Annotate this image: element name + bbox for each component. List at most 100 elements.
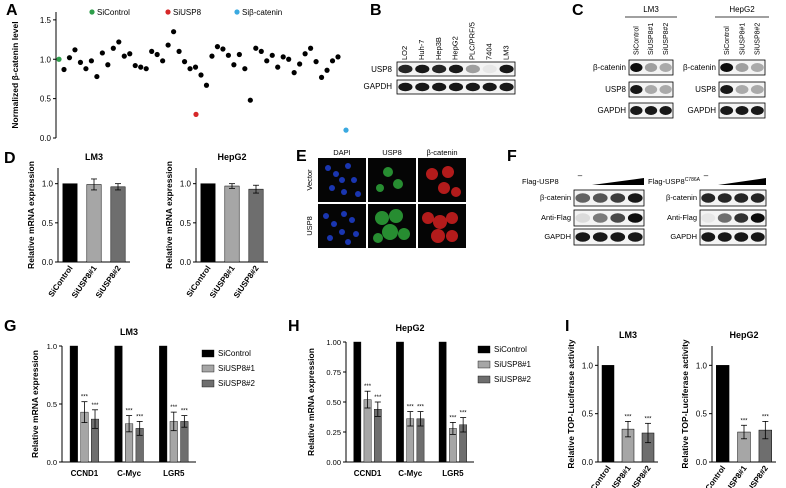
a-legend-label: Siβ-catenin [242, 8, 282, 17]
b-usp8-blot-band [465, 64, 480, 74]
e-cell [382, 224, 398, 240]
b-lane-label: PLC/PRF/5 [468, 22, 477, 60]
e-cell [355, 191, 361, 197]
f-blot-band [610, 232, 626, 242]
g-legend-swatch [201, 364, 215, 373]
i-lm3-bar [601, 365, 615, 463]
panel-letter-d: D [4, 150, 16, 167]
b-gapdh-blot-band [432, 82, 447, 92]
i-hepg2-y-tick-label: 0.0 [696, 458, 708, 467]
e-cell [331, 221, 337, 227]
f-blot-band [734, 232, 749, 242]
e-cell [339, 177, 345, 183]
c-row-label: β-catenin [593, 63, 626, 72]
a-y-tick-label: 1.0 [40, 55, 52, 64]
f-blot-band [701, 232, 716, 242]
e-cell [333, 171, 339, 177]
f-blot-band [575, 213, 591, 223]
c-blot-band [720, 63, 734, 72]
a-point [302, 51, 308, 57]
h-y-tick-label: 0.50 [326, 398, 341, 407]
f-blot-frame [699, 209, 767, 227]
d-lm3-y-tick-label: 1.0 [42, 180, 54, 189]
f-blot-band [610, 213, 626, 223]
g-legend-label: SiUSP8#2 [218, 379, 255, 388]
f-blot-frame [573, 209, 645, 227]
c-lane-label: SiUSP8#1 [739, 23, 746, 55]
e-cell [446, 230, 458, 242]
a-point-usp8 [193, 111, 199, 117]
e-cell [327, 235, 333, 241]
d-hepg2-title: HepG2 [217, 152, 246, 162]
g-bar [159, 345, 168, 463]
a-y-tick-label: 0.0 [40, 134, 52, 143]
e-cell [433, 215, 447, 229]
c-blot-band [735, 106, 749, 115]
e-row-label: USP8 [305, 216, 314, 236]
b-usp8-blot-band [482, 64, 497, 74]
c-row-label: β-catenin [683, 63, 716, 72]
i-lm3-y-tick-label: 1.0 [582, 361, 594, 370]
a-point [187, 66, 193, 72]
f-blot-band [575, 232, 591, 242]
b-gapdh-blot-band [398, 82, 413, 92]
panel-letter-b: B [370, 2, 382, 19]
d-hepg2-bar [200, 183, 216, 263]
a-point [66, 55, 73, 61]
a-point [154, 51, 160, 58]
d-lm3-y-tick-label: 0.0 [42, 258, 54, 267]
d-lm3-bar [86, 184, 102, 263]
f-blot-band [592, 193, 608, 203]
a-point [324, 67, 330, 73]
h-x-tick-label: C-Myc [398, 469, 423, 478]
c-blot-band [644, 106, 658, 115]
c-blot-band [750, 106, 764, 115]
c-row-label: USP8 [695, 85, 716, 94]
a-point [72, 47, 78, 53]
e-cell [329, 185, 335, 191]
i-lm3-sig-label: *** [624, 414, 632, 420]
a-point [203, 82, 210, 88]
b-usp8-blot-band [499, 64, 514, 74]
g-sig-label: *** [181, 409, 189, 415]
c-blot-band [630, 63, 643, 72]
h-y-tick-label: 0.75 [326, 368, 341, 377]
a-point [291, 70, 297, 76]
h-legend-swatch [477, 345, 491, 354]
c-blot-frame [628, 59, 674, 76]
a-point [318, 74, 325, 80]
panel-letter-e: E [296, 148, 307, 165]
f-minus-label: – [578, 171, 583, 180]
b-gapdh-blot-band [415, 82, 430, 92]
a-point [258, 48, 264, 54]
h-title: HepG2 [395, 323, 424, 333]
a-point [121, 53, 127, 59]
c-row-label: GAPDH [688, 106, 717, 115]
f-row-label: GAPDH [670, 232, 697, 241]
h-y-tick-label: 0.25 [326, 428, 341, 437]
e-row-label: Vector [305, 169, 314, 191]
e-cell [438, 182, 450, 194]
f-construct-label: Flag-USP8 [522, 177, 559, 186]
h-bar [363, 399, 372, 463]
g-legend-label: SiUSP8#1 [218, 364, 255, 373]
h-bar [373, 409, 382, 463]
b-usp8-blot-band [398, 64, 413, 74]
g-sig-label: *** [136, 414, 144, 420]
f-blot-band [627, 213, 643, 223]
g-x-tick-label: C-Myc [117, 469, 142, 478]
g-y-label: Relative mRNA expression [30, 350, 40, 458]
b-lane-label: LO2 [400, 46, 409, 60]
e-cell [353, 231, 359, 237]
a-legend-marker [234, 9, 240, 15]
i-hepg2-title: HepG2 [729, 330, 758, 340]
a-point-control [56, 56, 62, 62]
a-point [275, 64, 281, 70]
i-lm3-x-tick-label: SiControl [585, 464, 613, 488]
e-micrograph [318, 204, 366, 248]
f-row-label: Anti-Flag [667, 213, 697, 222]
g-bar [114, 345, 123, 463]
i-hepg2-sig-label: *** [740, 418, 748, 424]
f-blot-band [701, 193, 716, 203]
